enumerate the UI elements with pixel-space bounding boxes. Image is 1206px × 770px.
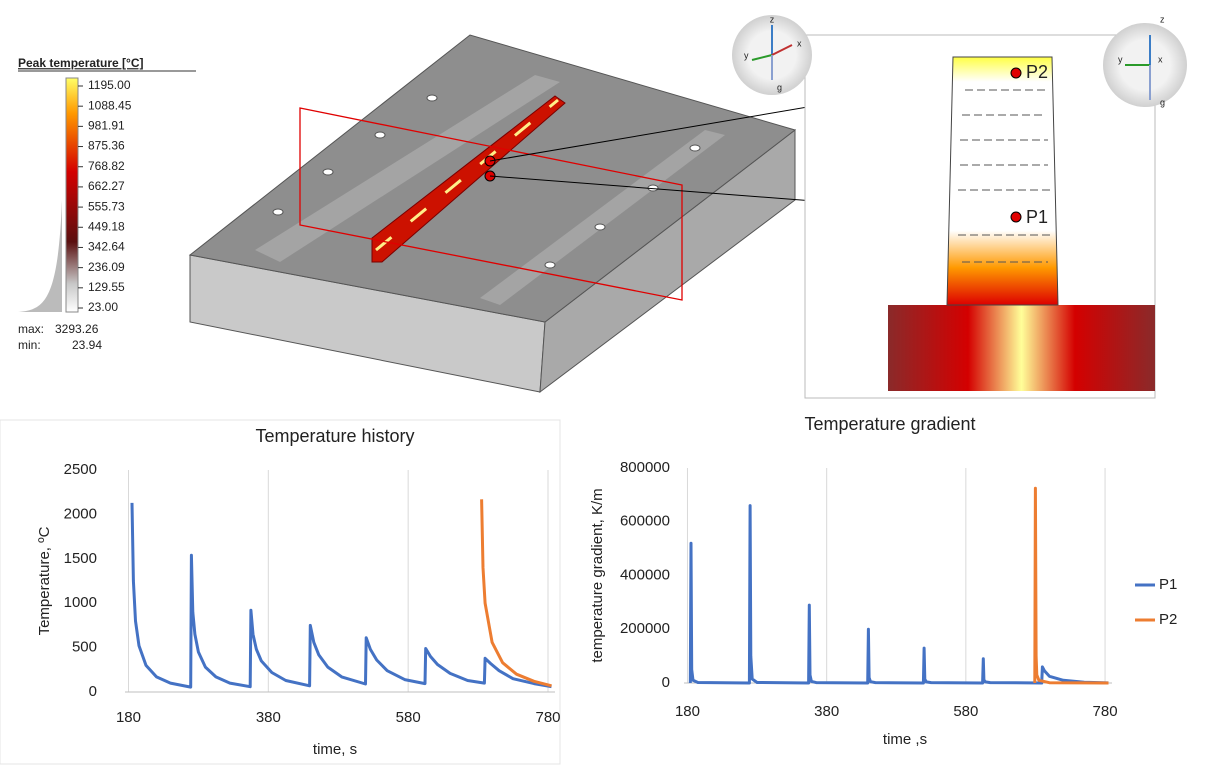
y-tick-label: 1500 xyxy=(64,550,97,567)
y-tick-label: 600000 xyxy=(620,513,670,530)
colorbar-tick-label: 875.36 xyxy=(88,139,125,153)
colorbar-tick-label: 129.55 xyxy=(88,280,125,294)
y-axis-label: temperature gradient, K/m xyxy=(589,488,606,662)
x-tick-label: 780 xyxy=(1093,703,1118,720)
histogram xyxy=(18,200,62,312)
series-line xyxy=(1035,488,1109,683)
gizmo-label: g xyxy=(777,82,782,92)
figure: Peak temperature [°C] max: 3293.26 min: … xyxy=(0,0,1206,765)
y-tick-label: 500 xyxy=(72,639,97,656)
y-tick-label: 200000 xyxy=(620,620,670,637)
point xyxy=(1011,212,1021,222)
gizmo: z y x g xyxy=(1103,14,1187,107)
x-tick-label: 180 xyxy=(116,709,141,726)
colorbar-tick-label: 342.64 xyxy=(88,240,125,254)
y-axis-label: Temperature, ºC xyxy=(36,526,53,635)
gizmo-label: x xyxy=(797,38,802,48)
y-tick-label: 1000 xyxy=(64,594,97,611)
gizmo-label: x xyxy=(1158,54,1163,64)
point-label: P1 xyxy=(1026,207,1048,227)
y-tick-label: 800000 xyxy=(620,459,670,476)
y-tick-label: 2500 xyxy=(64,461,97,478)
series-line xyxy=(482,499,552,686)
colorbar-tick-label: 555.73 xyxy=(88,199,125,213)
gizmo: z y x g xyxy=(732,14,812,95)
point xyxy=(1011,68,1021,78)
y-tick-label: 2000 xyxy=(64,505,97,522)
colorbar-tick-label: 1195.00 xyxy=(88,78,131,92)
gizmo-label: y xyxy=(744,50,749,60)
x-tick-label: 380 xyxy=(256,709,281,726)
x-tick-label: 380 xyxy=(814,703,839,720)
colorbar-tick-label: 236.09 xyxy=(88,260,125,274)
legend-label: P2 xyxy=(1159,611,1177,628)
gizmo-label: z xyxy=(770,14,775,24)
colorbar-tick-label: 662.27 xyxy=(88,179,125,193)
colorbar-tick-label: 981.91 xyxy=(88,119,125,133)
x-tick-label: 780 xyxy=(535,709,560,726)
min-value: 23.94 xyxy=(72,338,102,352)
legend-label: P1 xyxy=(1159,576,1177,593)
chart-title: Temperature gradient xyxy=(804,414,975,434)
gizmo-label: y xyxy=(1118,54,1123,64)
colorbar xyxy=(66,78,78,312)
chart-title: Temperature history xyxy=(255,426,414,446)
x-tick-label: 580 xyxy=(953,703,978,720)
gizmo-label: g xyxy=(1160,97,1165,107)
colorbar-tick-label: 1088.45 xyxy=(88,98,132,112)
x-tick-label: 580 xyxy=(396,709,421,726)
series-line xyxy=(132,503,552,687)
x-tick-label: 180 xyxy=(675,703,700,720)
y-tick-label: 0 xyxy=(662,674,670,691)
max-label: max: xyxy=(18,322,44,336)
colorbar-tick-label: 449.18 xyxy=(88,219,125,233)
gizmo-label: z xyxy=(1160,14,1165,24)
x-axis-label: time ,s xyxy=(883,731,927,748)
point-label: P2 xyxy=(1026,62,1048,82)
min-label: min: xyxy=(18,338,41,352)
y-tick-label: 400000 xyxy=(620,566,670,583)
section-base xyxy=(888,305,1155,391)
series-line xyxy=(690,506,1108,683)
max-value: 3293.26 xyxy=(55,322,99,336)
y-tick-label: 0 xyxy=(89,683,97,700)
section-wall xyxy=(947,57,1058,305)
colorbar-title: Peak temperature [°C] xyxy=(18,56,144,70)
colorbar-tick-label: 23.00 xyxy=(88,300,118,314)
colorbar-tick-label: 768.82 xyxy=(88,159,125,173)
x-axis-label: time, s xyxy=(313,741,357,758)
